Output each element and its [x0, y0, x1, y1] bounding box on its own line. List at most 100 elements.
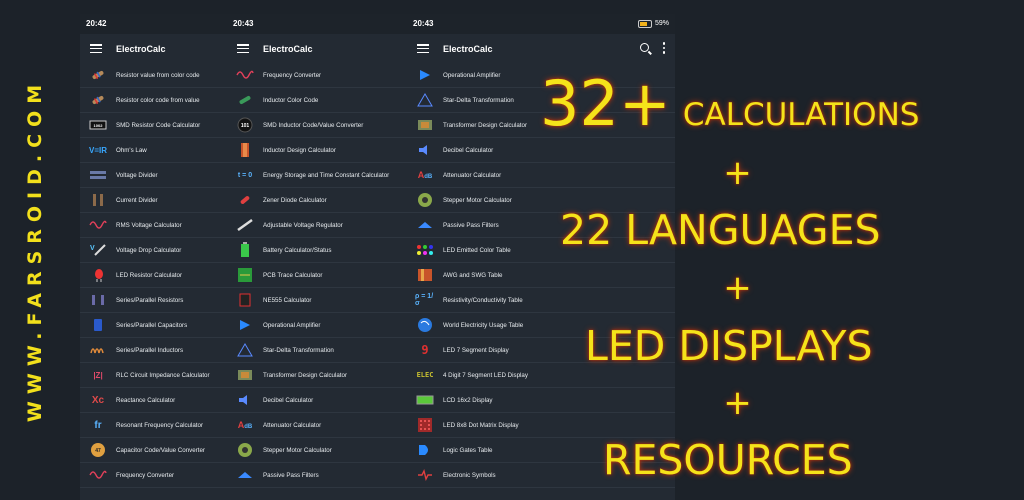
list-item-label: Series/Parallel Capacitors	[116, 321, 188, 329]
list-item[interactable]: AWG and SWG Table	[407, 263, 675, 288]
promo-line-languages: 22 LANGUAGES	[560, 206, 881, 254]
list-item[interactable]: fr Resonant Frequency Calculator	[80, 413, 227, 438]
list-item[interactable]: 9 LED 7 Segment Display	[407, 338, 675, 363]
status-time: 20:42	[86, 19, 107, 28]
status-time: 20:43	[233, 19, 254, 28]
list-item[interactable]: Series/Parallel Capacitors	[80, 313, 227, 338]
regulator-icon	[235, 217, 255, 233]
app-bar: ElectroCalc	[80, 34, 227, 63]
list-item[interactable]: Decibel Calculator	[227, 388, 407, 413]
list-item-label: Operational Amplifier	[443, 71, 501, 79]
list-item-label: SMD Resistor Code Calculator	[116, 121, 201, 129]
promo-line-resources: RESOURCES	[603, 436, 853, 484]
list-item[interactable]: 47 Capacitor Code/Value Converter	[80, 438, 227, 463]
list-item[interactable]: Logic Gates Table	[407, 438, 675, 463]
list-item[interactable]: ELEC 4 Digit 7 Segment LED Display	[407, 363, 675, 388]
list-item[interactable]: LED Resistor Calculator	[80, 263, 227, 288]
list-item[interactable]: ρ = 1/σ Resistivity/Conductivity Table	[407, 288, 675, 313]
list-item[interactable]: Star-Delta Transformation	[227, 338, 407, 363]
attenuator-icon: AdB	[417, 170, 433, 180]
list-item[interactable]: RMS Voltage Calculator	[80, 213, 227, 238]
list-item[interactable]: LCD 16x2 Display	[407, 388, 675, 413]
list-item[interactable]: Adjustable Voltage Regulator	[227, 213, 407, 238]
list-item[interactable]: Star-Delta Transformation	[407, 88, 675, 113]
list-item[interactable]: Inductor Design Calculator	[227, 138, 407, 163]
list-item[interactable]: NE555 Calculator	[227, 288, 407, 313]
resistivity-icon: ρ = 1/σ	[415, 293, 434, 307]
list-item[interactable]: AdB Attenuator Calculator	[227, 413, 407, 438]
list-item[interactable]: Passive Pass Filters	[227, 463, 407, 488]
list-item[interactable]: Series/Parallel Inductors	[80, 338, 227, 363]
screenshot-2: 20:43 ElectroCalc Frequency Converter Ind…	[227, 14, 407, 500]
dot-matrix-icon	[415, 417, 435, 433]
list-item-label: Electronic Symbols	[443, 471, 496, 479]
list-item-label: Decibel Calculator	[263, 396, 314, 404]
list-item[interactable]: Resistor value from color code	[80, 63, 227, 88]
list-item-label: Voltage Drop Calculator	[116, 246, 182, 254]
list-item[interactable]: Resistor color code from value	[80, 88, 227, 113]
logic-gates-icon	[415, 442, 435, 458]
list-item[interactable]: PCB Trace Calculator	[227, 263, 407, 288]
promo-line-calculations: 32+ CALCULATIONS	[540, 67, 920, 140]
list-item-label: LED 7 Segment Display	[443, 346, 509, 354]
list-item-label: Stepper Motor Calculator	[443, 196, 512, 204]
promo-line-led-displays: LED DISPLAYS	[585, 322, 873, 370]
list-item[interactable]: LED 8x8 Dot Matrix Display	[407, 413, 675, 438]
list-item-label: Reactance Calculator	[116, 396, 176, 404]
search-icon[interactable]	[639, 43, 649, 53]
list-item[interactable]: Frequency Converter	[227, 63, 407, 88]
list-item-label: Operational Amplifier	[263, 321, 321, 329]
list-item[interactable]: Operational Amplifier	[227, 313, 407, 338]
list-item[interactable]: Battery Calculator/Status	[227, 238, 407, 263]
list-item[interactable]: Inductor Color Code	[227, 88, 407, 113]
promo-plus: +	[723, 153, 752, 193]
list-item[interactable]: World Electricity Usage Table	[407, 313, 675, 338]
list-item[interactable]: t = 0 Energy Storage and Time Constant Ca…	[227, 163, 407, 188]
list-item[interactable]: AdB Attenuator Calculator	[407, 163, 675, 188]
list-item[interactable]: Frequency Converter	[80, 463, 227, 488]
list-item[interactable]: LED Emitted Color Table	[407, 238, 675, 263]
menu-icon[interactable]	[90, 44, 102, 53]
list-item[interactable]: Passive Pass Filters	[407, 213, 675, 238]
attenuator-icon: AdB	[237, 420, 253, 430]
list-item[interactable]: Stepper Motor Calculator	[227, 438, 407, 463]
list-item[interactable]: Series/Parallel Resistors	[80, 288, 227, 313]
transformer-icon	[415, 117, 435, 133]
seven-segment-icon: 9	[421, 343, 429, 357]
svg-text:V: V	[90, 245, 95, 252]
list-item[interactable]: Xc Reactance Calculator	[80, 388, 227, 413]
more-options-icon[interactable]	[662, 42, 665, 54]
list-item[interactable]: Decibel Calculator	[407, 138, 675, 163]
list-item[interactable]: Current Divider	[80, 188, 227, 213]
list-item[interactable]: Transformer Design Calculator	[227, 363, 407, 388]
list-item[interactable]: 101 SMD Inductor Code/Value Converter	[227, 113, 407, 138]
list-item-label: Resistor value from color code	[116, 71, 200, 79]
menu-icon[interactable]	[417, 44, 429, 53]
list-item[interactable]: Operational Amplifier	[407, 63, 675, 88]
list-item[interactable]: |Z| RLC Circuit Impedance Calculator	[80, 363, 227, 388]
calculator-list: Frequency Converter Inductor Color Code 10…	[227, 63, 407, 488]
list-item-label: Transformer Design Calculator	[443, 121, 528, 129]
list-item-label: Passive Pass Filters	[263, 471, 319, 479]
led-color-icon	[415, 242, 435, 258]
list-item-label: Adjustable Voltage Regulator	[263, 221, 343, 229]
list-item[interactable]: V Voltage Drop Calculator	[80, 238, 227, 263]
status-bar: 20:43	[227, 14, 407, 34]
list-item[interactable]: Stepper Motor Calculator	[407, 188, 675, 213]
list-item-label: Stepper Motor Calculator	[263, 446, 332, 454]
list-item[interactable]: Transformer Design Calculator	[407, 113, 675, 138]
list-item[interactable]: V=IR Ohm's Law	[80, 138, 227, 163]
calculator-list: Operational Amplifier Star-Delta Transfor…	[407, 63, 675, 488]
list-item[interactable]: 1002 SMD Resistor Code Calculator	[80, 113, 227, 138]
list-item[interactable]: Zener Diode Calculator	[227, 188, 407, 213]
watermark: WWW.FARSROID.COM	[24, 77, 46, 423]
star-delta-icon	[235, 342, 255, 358]
menu-icon[interactable]	[237, 44, 249, 53]
list-item-label: Resistivity/Conductivity Table	[443, 296, 523, 304]
list-item[interactable]: Voltage Divider	[80, 163, 227, 188]
current-divider-icon	[88, 192, 108, 208]
sine-wave-icon	[235, 67, 255, 83]
list-item[interactable]: Electronic Symbols	[407, 463, 675, 488]
voltage-divider-icon	[88, 167, 108, 183]
app-bar: ElectroCalc	[407, 34, 675, 63]
